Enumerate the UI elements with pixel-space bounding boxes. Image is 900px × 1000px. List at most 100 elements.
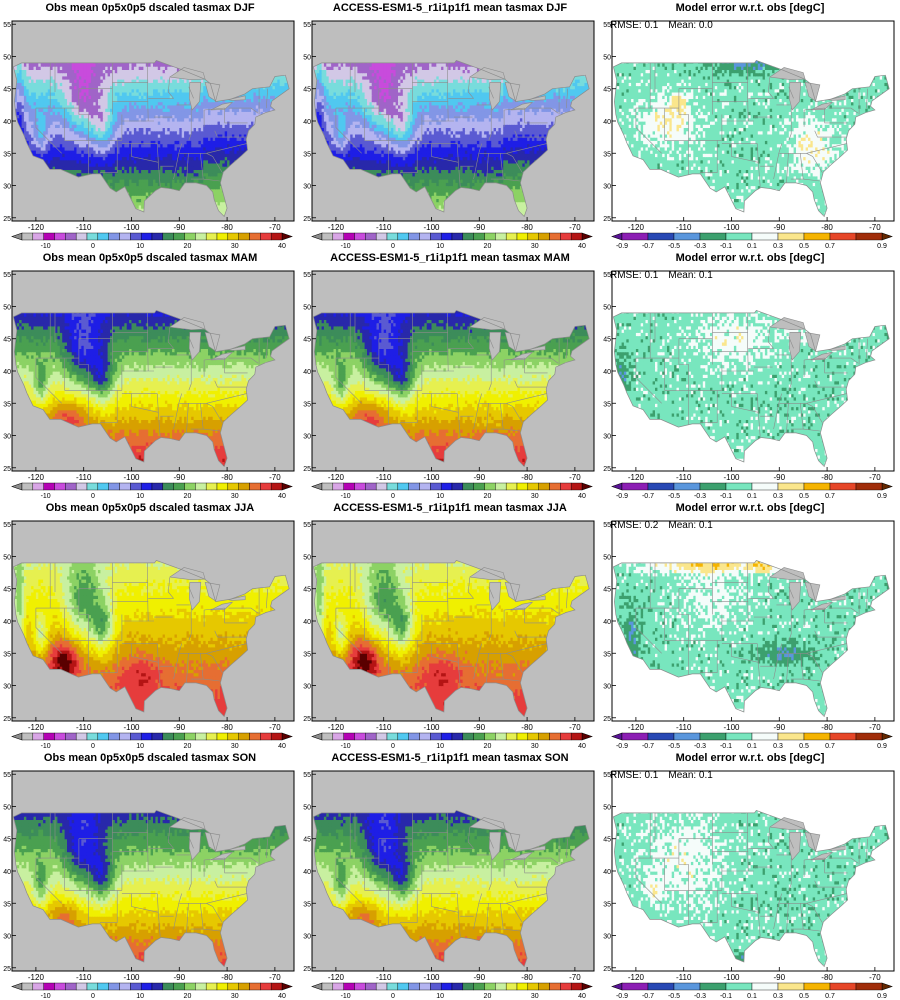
colorbar-tick-label: -0.7 [642,243,654,250]
colorbar-tick-label: 0.1 [747,243,757,250]
y-tick-label: 25 [603,716,611,723]
x-tick-label: -80 [221,723,233,732]
panel-mam-error: -120 -110 -100 -90 -80 -70 25 30 35 40 45 50 55 -0.9-… [600,250,900,500]
colorbar: -10 0 10 20 30 40 [12,983,292,1000]
colorbar-tick-label: 20 [484,993,492,1000]
y-tick-label: 50 [303,804,311,811]
colorbar-tick-label: -0.1 [720,493,732,500]
y-tick-label: 50 [3,54,11,61]
colorbar-tick-label: 10 [136,493,144,500]
x-tick-label: -100 [123,473,140,482]
colorbar-tick-label: 20 [184,743,192,750]
panel-djf-model: -120 -110 -100 -90 -80 -70 25 30 35 40 45 50 55 -10 0 1… [300,0,600,250]
x-tick-label: -80 [521,973,533,982]
x-tick-label: -120 [28,723,45,732]
y-tick-label: 50 [603,54,611,61]
y-tick-label: 45 [603,837,611,844]
x-tick-label: -110 [676,723,692,732]
y-tick-label: 55 [3,772,11,779]
x-tick-label: -110 [76,973,92,982]
y-tick-label: 55 [303,22,311,29]
colorbar-tick-label: 0.9 [877,243,887,250]
y-tick-label: 25 [3,466,11,473]
y-tick-label: 25 [3,216,11,223]
y-tick-label: 45 [3,587,11,594]
panel-title: Obs mean 0p5x0p5 dscaled tasmax SON [0,752,300,764]
x-tick-label: -80 [521,223,533,232]
y-tick-label: 55 [3,22,11,29]
y-tick-label: 40 [603,619,611,626]
x-tick-label: -70 [569,973,581,982]
x-tick-label: -90 [474,973,486,982]
x-tick-label: -80 [821,473,833,482]
y-tick-label: 30 [603,684,611,691]
y-tick-label: 25 [3,966,11,973]
x-tick-label: -110 [76,223,92,232]
y-tick-label: 45 [3,337,11,344]
colorbar: -0.9 -0.7 -0.5 -0.3 -0.1 0.1 0.3 0.5 0.7 0.9 [612,983,892,1000]
x-tick-label: -100 [723,723,740,732]
y-tick-label: 35 [603,401,611,408]
panel-title: Obs mean 0p5x0p5 dscaled tasmax DJF [0,2,300,14]
map-plot: -120 -110 -100 -90 -80 -7025303540455055-0.9-… [600,0,900,250]
colorbar: -10 0 10 20 30 40 [12,233,292,250]
y-tick-label: 35 [603,651,611,658]
colorbar-tick-label: -10 [41,993,51,1000]
colorbar-tick-label: 0 [391,993,395,1000]
x-tick-label: -90 [174,473,186,482]
y-tick-label: 50 [303,554,311,561]
x-tick-label: -110 [76,723,92,732]
x-tick-label: -120 [28,973,45,982]
y-tick-label: 35 [303,151,311,158]
colorbar-tick-label: -0.9 [616,743,628,750]
colorbar-tick-label: 30 [231,243,239,250]
map-plot: -120 -110 -100 -90 -80 -7025303540455055-0.9-… [600,500,900,750]
y-tick-label: 50 [603,304,611,311]
panel-title: ACCESS-ESM1-5_r1i1p1f1 mean tasmax SON [300,752,600,764]
y-tick-label: 25 [303,466,311,473]
x-tick-label: -80 [821,723,833,732]
colorbar-tick-label: 0.5 [799,493,809,500]
panel-son-error: -120 -110 -100 -90 -80 -70 25 30 35 40 45 50 55 -0.9-… [600,750,900,1000]
x-tick-label: -70 [569,723,581,732]
colorbar-tick-label: 40 [278,243,286,250]
y-tick-label: 35 [3,151,11,158]
y-tick-label: 45 [303,587,311,594]
y-tick-label: 40 [303,869,311,876]
y-tick-label: 55 [303,272,311,279]
colorbar-tick-label: 40 [578,743,586,750]
y-tick-label: 45 [3,87,11,94]
colorbar-tick-label: 0 [91,993,95,1000]
mean-label: Mean: 0.0 [668,20,712,31]
colorbar-tick-label: -0.9 [616,493,628,500]
panel-title: Model error w.r.t. obs [degC] [600,2,900,14]
y-tick-label: 40 [3,869,11,876]
colorbar: -10 0 10 20 30 40 [312,733,592,750]
y-tick-label: 30 [3,434,11,441]
y-tick-label: 40 [603,119,611,126]
colorbar-tick-label: 30 [531,243,539,250]
y-tick-label: 40 [3,119,11,126]
x-tick-label: -70 [569,473,581,482]
colorbar-tick-label: 20 [484,743,492,750]
y-tick-label: 55 [303,522,311,529]
y-tick-label: 45 [603,587,611,594]
colorbar-tick-label: 0.3 [773,493,783,500]
colorbar: -10 0 10 20 30 40 [12,733,292,750]
x-tick-label: -70 [569,223,581,232]
colorbar-tick-label: 0.3 [773,243,783,250]
y-tick-label: 45 [603,337,611,344]
y-tick-label: 30 [603,434,611,441]
colorbar-tick-label: -10 [341,493,351,500]
panel-son-obs: -120 -110 -100 -90 -80 -70 25 30 35 40 45 50 55 -10 0 1… [0,750,300,1000]
y-tick-label: 40 [303,119,311,126]
colorbar-tick-label: -0.7 [642,743,654,750]
y-tick-label: 30 [303,684,311,691]
colorbar-tick-label: 0.5 [799,743,809,750]
colorbar-tick-label: 20 [184,993,192,1000]
colorbar-tick-label: 0 [391,493,395,500]
